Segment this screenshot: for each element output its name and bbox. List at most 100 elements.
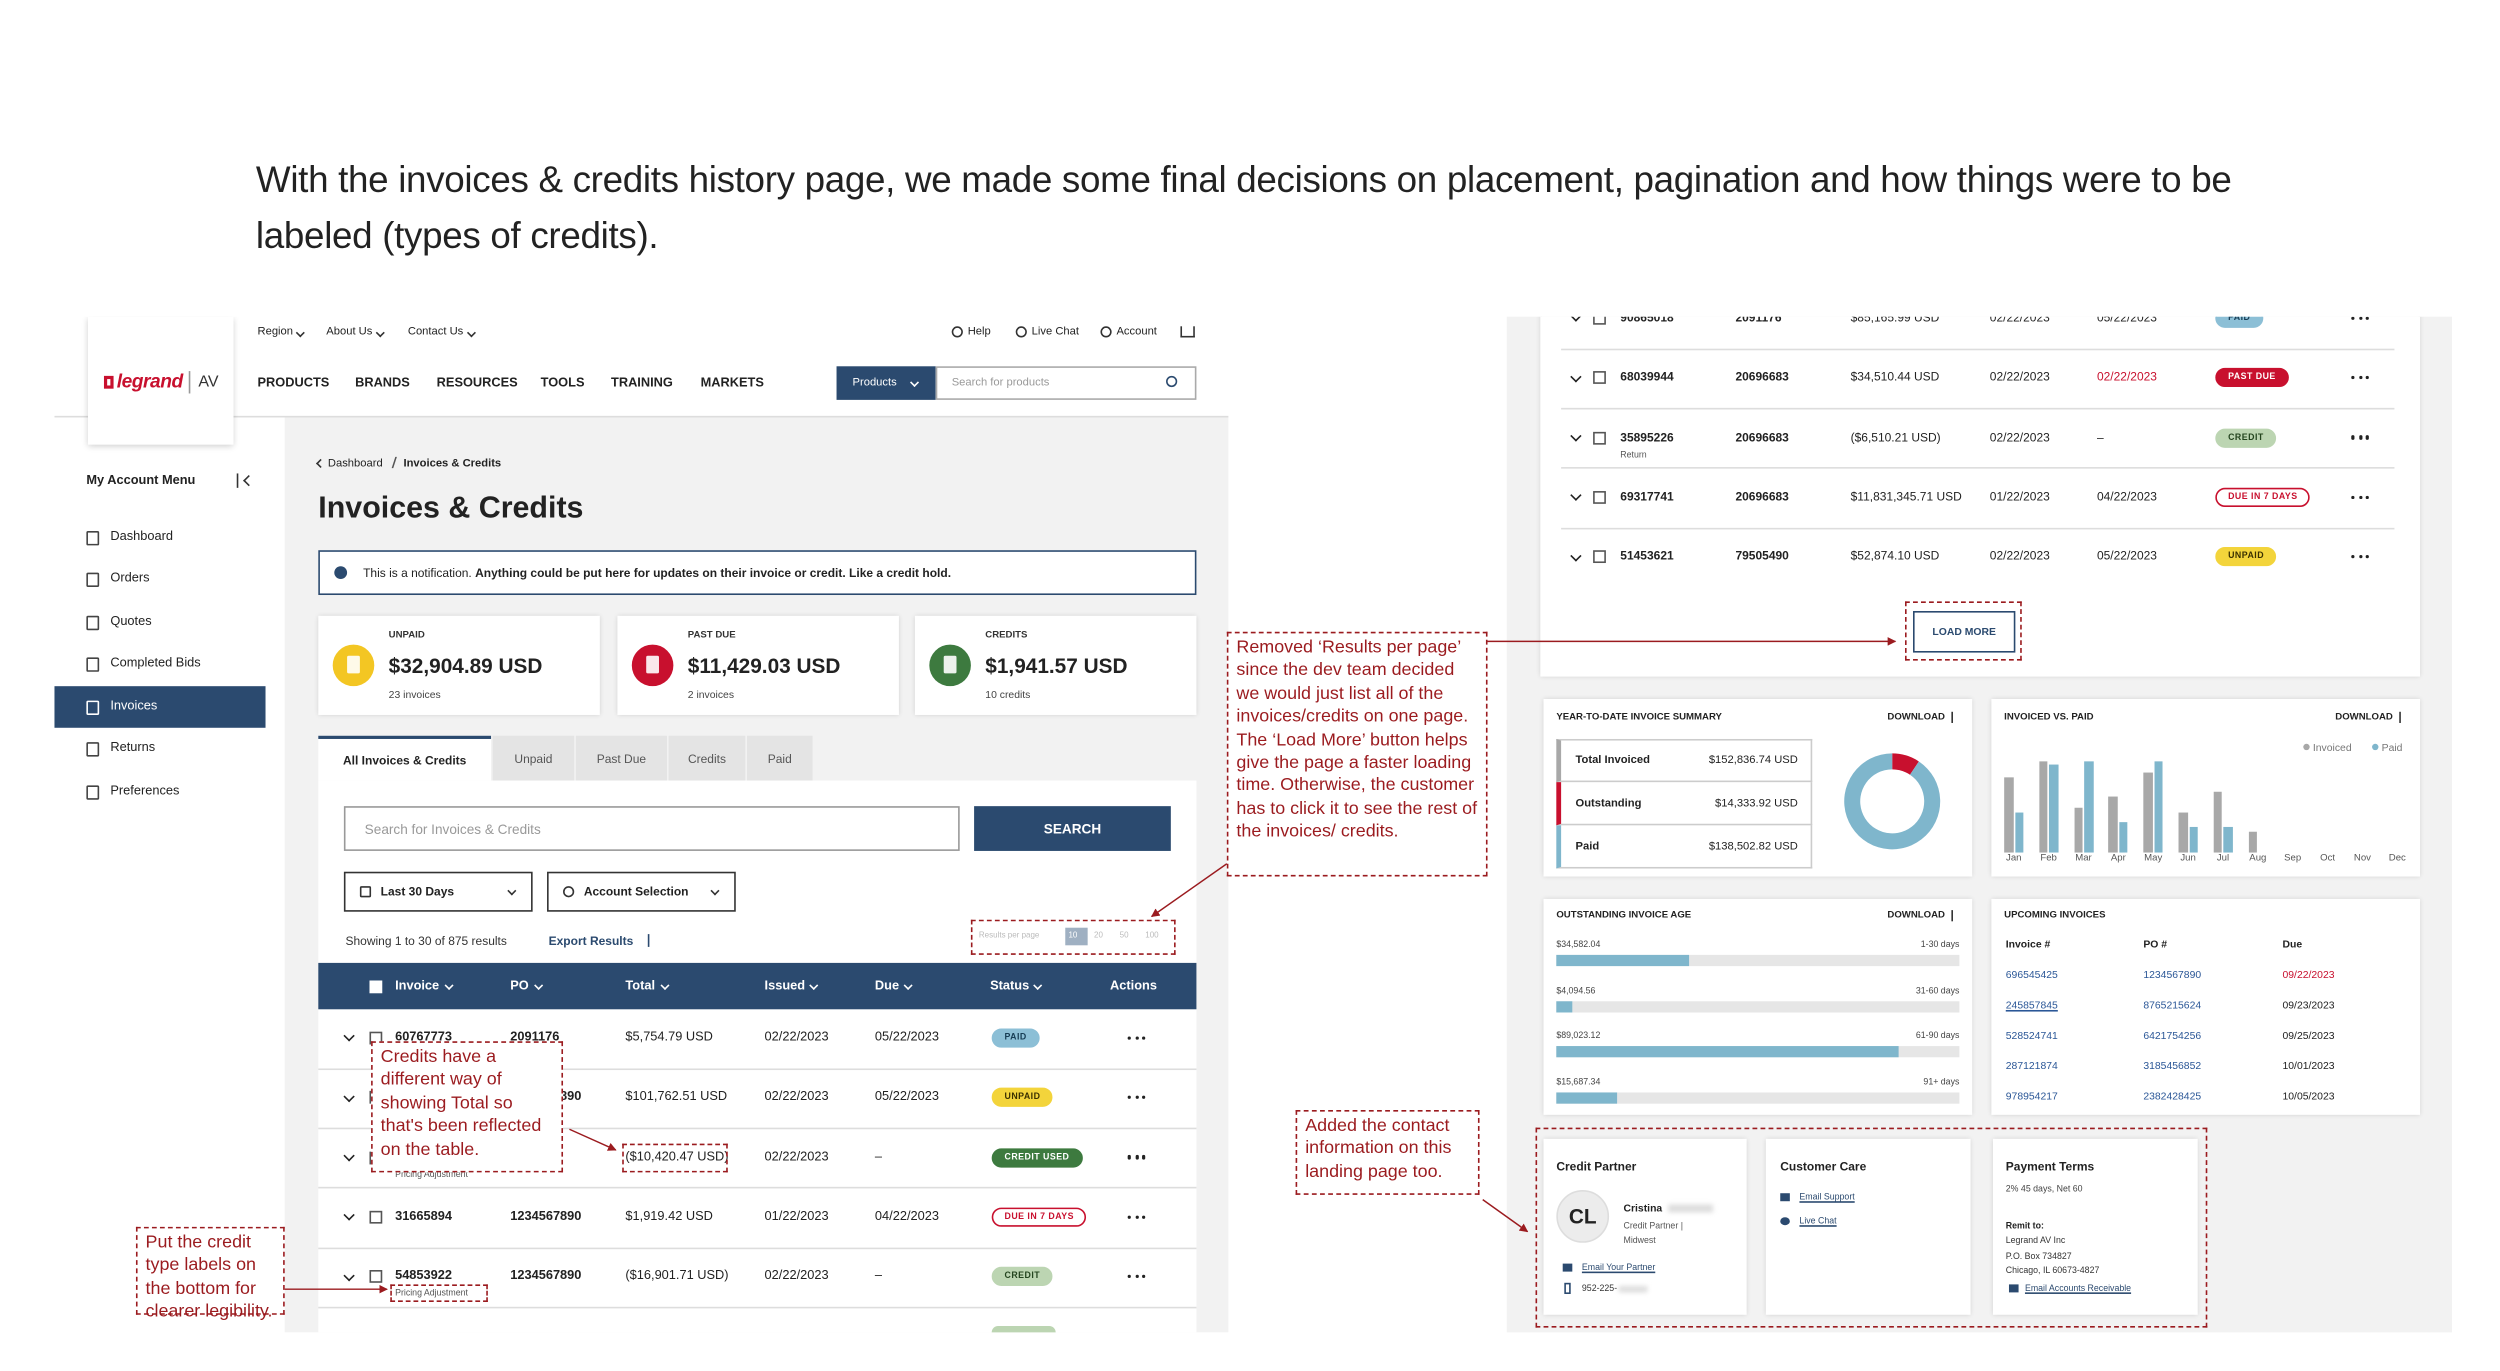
column-header[interactable]: Issued <box>764 978 806 993</box>
issued-date: 02/22/2023 <box>764 1148 829 1164</box>
nav-item[interactable]: MARKETS <box>700 375 764 390</box>
upcoming-invoice[interactable]: 528524741 <box>2005 1030 2058 1042</box>
table-search-input[interactable] <box>343 806 960 851</box>
invoice-number[interactable]: 51453621 <box>1620 548 1674 564</box>
summary-row <box>1556 782 1813 826</box>
utility-link[interactable]: Account <box>1116 326 1157 338</box>
mail-icon <box>2008 1284 2019 1293</box>
menu-icon <box>86 615 100 630</box>
tab[interactable]: Past Due <box>575 735 667 781</box>
upcoming-invoice[interactable]: 245857845 <box>2005 1000 2058 1012</box>
nav-item[interactable]: RESOURCES <box>436 375 518 390</box>
menu-item[interactable]: Returns <box>110 739 156 755</box>
utility-link[interactable]: Contact Us <box>407 326 464 338</box>
age-range: 1-30 days <box>1920 940 1960 951</box>
bar <box>2108 797 2118 853</box>
care-link[interactable]: Live Chat <box>1799 1217 1837 1227</box>
nav-item[interactable]: BRANDS <box>355 375 410 390</box>
more-dot <box>1134 1155 1139 1160</box>
row-checkbox[interactable] <box>369 1210 383 1224</box>
per-page-option[interactable]: 50 <box>1119 931 1129 941</box>
tab[interactable]: All Invoices & Credits <box>318 735 492 781</box>
nav-item[interactable]: PRODUCTS <box>257 375 330 390</box>
tab[interactable]: Credits <box>668 735 746 781</box>
upcoming-po: 1234567890 <box>2143 969 2202 982</box>
card <box>1991 898 2421 1115</box>
filter-select[interactable] <box>547 871 736 912</box>
more-dot <box>1142 1095 1146 1100</box>
care-link[interactable]: Email Support <box>1799 1193 1855 1203</box>
filter-text: Last 30 Days <box>380 883 455 898</box>
row-checkbox[interactable] <box>1593 431 1606 445</box>
menu-item[interactable]: Preferences <box>110 783 180 798</box>
bar <box>2049 763 2059 853</box>
bar <box>2014 812 2024 853</box>
invoice-number[interactable]: 54853922 <box>395 1268 453 1283</box>
menu-item[interactable]: Invoices <box>110 698 158 713</box>
invoice-number[interactable]: 68039944 <box>1620 369 1674 385</box>
issued-date: 02/22/2023 <box>1989 548 2050 564</box>
utility-link[interactable]: About Us <box>326 326 373 338</box>
column-header[interactable]: Total <box>625 978 656 993</box>
due-date: 05/22/2023 <box>874 1029 939 1044</box>
terms-email[interactable]: Email Accounts Receivable <box>2024 1284 2132 1294</box>
table-search-button[interactable]: SEARCH <box>974 806 1171 851</box>
row-checkbox[interactable] <box>1593 316 1606 325</box>
total: ($10,420.47 USD) <box>625 1148 729 1164</box>
invoice-number[interactable]: 69317741 <box>1620 489 1674 504</box>
tab[interactable]: Unpaid <box>492 735 575 781</box>
upcoming-invoice[interactable]: 287121874 <box>2005 1061 2058 1073</box>
menu-item[interactable]: Quotes <box>110 613 152 628</box>
utility-link[interactable]: Region <box>257 326 294 338</box>
card-title: OUTSTANDING INVOICE AGE <box>1556 911 1692 921</box>
menu-item[interactable]: Completed Bids <box>110 655 201 670</box>
per-page-option[interactable]: 10 <box>1068 931 1078 941</box>
age-amount: $4,094.56 <box>1556 986 1596 996</box>
notice-bold: Anything could be put here for updates o… <box>475 565 952 580</box>
chevron-icon <box>296 328 305 337</box>
column-header[interactable]: Due <box>874 978 900 993</box>
invoice-number[interactable]: 31665894 <box>395 1208 453 1223</box>
per-page-option[interactable]: 20 <box>1094 931 1103 941</box>
row-checkbox[interactable] <box>1593 490 1606 504</box>
search-category[interactable] <box>836 366 936 400</box>
column-header[interactable]: PO <box>510 978 529 993</box>
utility-link[interactable]: Help <box>967 326 991 338</box>
row-checkbox[interactable] <box>1593 550 1606 564</box>
utility-icon <box>1015 326 1027 338</box>
due-date: 05/22/2023 <box>874 1089 939 1104</box>
column-header[interactable]: Invoice <box>395 978 440 993</box>
invoice-number[interactable]: 35895226 <box>1620 429 1674 444</box>
upcoming-invoice[interactable]: 696545425 <box>2005 969 2058 982</box>
download-link[interactable]: DOWNLOAD <box>1887 712 1945 723</box>
partner-email[interactable]: Email Your Partner <box>1581 1263 1656 1274</box>
menu-icon <box>86 699 100 715</box>
load-more-button[interactable]: LOAD MORE <box>1913 611 2016 653</box>
age-amount: $89,023.12 <box>1556 1032 1601 1042</box>
age-amount: $15,687.34 <box>1556 1078 1601 1088</box>
upcoming-column: Invoice # <box>2005 939 2051 951</box>
filter-select[interactable] <box>343 871 533 912</box>
nav-item[interactable]: TOOLS <box>540 375 585 390</box>
nav-item[interactable]: TRAINING <box>611 375 673 390</box>
download-link[interactable]: DOWNLOAD <box>1887 911 1945 921</box>
more-dot <box>2365 316 2370 321</box>
utility-link[interactable]: Live Chat <box>1031 326 1079 338</box>
menu-title: My Account Menu <box>86 472 196 488</box>
upcoming-invoice[interactable]: 978954217 <box>2005 1091 2058 1103</box>
per-page-option[interactable]: 100 <box>1145 931 1159 941</box>
menu-item[interactable]: Orders <box>110 570 150 585</box>
invoice-number[interactable]: 90865018 <box>1620 316 1674 325</box>
legend-dot <box>2372 743 2379 751</box>
export-link[interactable]: Export Results <box>548 933 634 949</box>
invoice-number[interactable]: 60767773 <box>395 1029 453 1044</box>
tab[interactable]: Paid <box>746 735 813 781</box>
row-checkbox[interactable] <box>1593 371 1606 385</box>
menu-item[interactable]: Dashboard <box>110 528 173 544</box>
notice-plain: This is a notification. <box>363 565 472 580</box>
row-divider <box>1561 467 2395 470</box>
search-input[interactable] <box>935 366 1197 400</box>
download-link[interactable]: DOWNLOAD <box>2335 712 2393 723</box>
row-checkbox[interactable] <box>369 1270 383 1284</box>
column-header[interactable]: Status <box>990 978 1030 993</box>
